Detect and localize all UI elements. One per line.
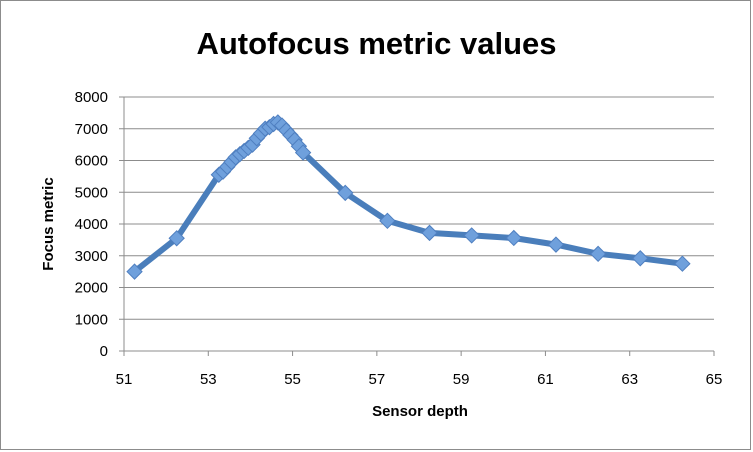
x-tick-label: 55 xyxy=(284,371,301,388)
data-point-marker xyxy=(674,255,691,272)
x-tick-label: 61 xyxy=(537,371,554,388)
x-tick-label: 59 xyxy=(453,371,470,388)
y-tick-label: 8000 xyxy=(75,89,108,106)
x-tick-label: 57 xyxy=(369,371,386,388)
y-tick-label: 1000 xyxy=(75,311,108,328)
data-point-marker xyxy=(168,230,185,247)
y-tick-label: 4000 xyxy=(75,216,108,233)
data-point-marker xyxy=(379,212,396,230)
data-point-marker xyxy=(547,236,565,253)
y-axis-title: Focus metric xyxy=(40,177,57,270)
y-tick-label: 7000 xyxy=(75,121,108,138)
chart-title: Autofocus metric values xyxy=(196,26,557,61)
x-tick-label: 63 xyxy=(621,371,638,388)
data-point-marker xyxy=(589,245,607,263)
x-axis-title: Sensor depth xyxy=(372,403,468,420)
data-point-marker xyxy=(294,144,312,161)
y-tick-label: 5000 xyxy=(75,184,108,201)
data-point-marker xyxy=(126,263,143,280)
data-point-marker xyxy=(632,250,649,267)
data-point-marker xyxy=(463,227,480,244)
y-tick-label: 0 xyxy=(100,343,108,360)
y-tick-label: 3000 xyxy=(75,248,108,265)
data-point-marker xyxy=(505,229,523,247)
x-tick-label: 53 xyxy=(200,371,217,388)
data-point-marker xyxy=(421,224,438,242)
x-tick-label: 51 xyxy=(116,371,133,388)
y-tick-label: 6000 xyxy=(75,153,108,170)
y-tick-label: 2000 xyxy=(75,280,108,297)
data-point-marker xyxy=(337,184,354,202)
x-tick-label: 65 xyxy=(706,371,723,388)
